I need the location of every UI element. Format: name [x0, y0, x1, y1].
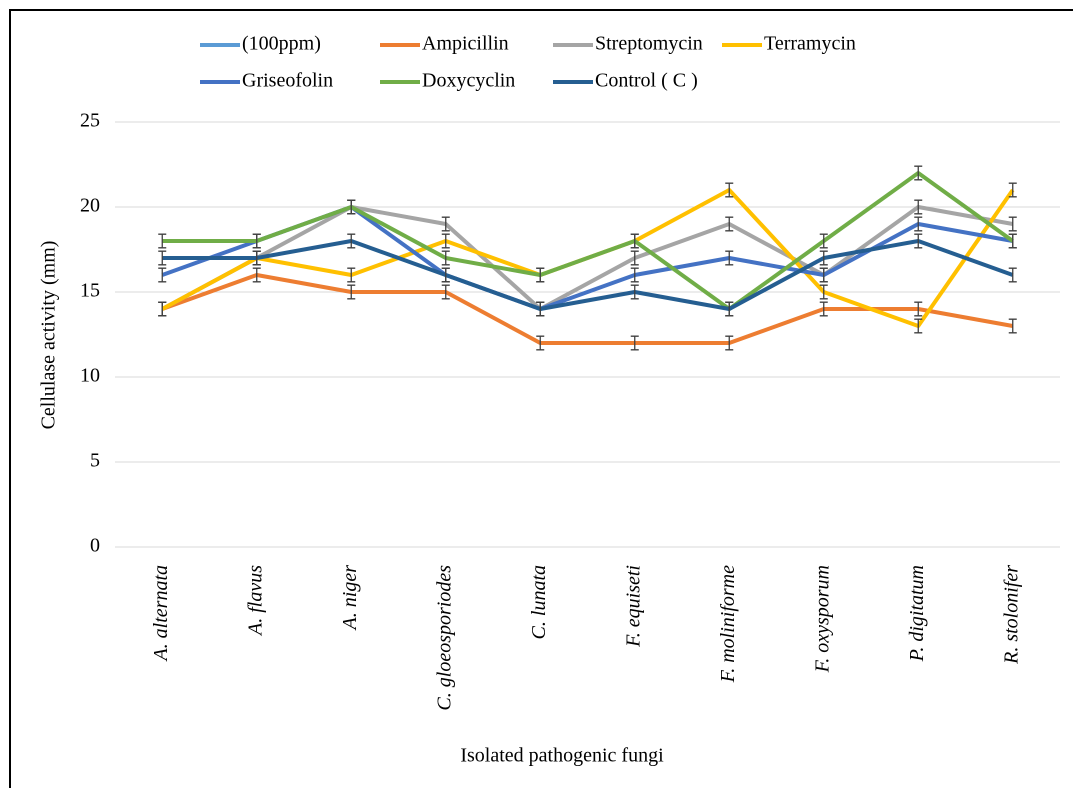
error-bar: [819, 233, 828, 249]
error-bar: [630, 267, 639, 283]
y-tick-label: 0: [90, 535, 100, 557]
legend-label: Griseofolin: [242, 70, 333, 92]
error-bar: [158, 233, 167, 249]
x-tick-label: A. alternata: [150, 565, 172, 663]
error-bar: [725, 216, 734, 232]
x-tick-label: F. moliniforme: [717, 565, 739, 684]
error-bar: [630, 250, 639, 266]
error-bar: [725, 250, 734, 266]
error-bar: [536, 335, 545, 351]
series-line: [162, 239, 1014, 311]
legend-label: Terramycin: [764, 33, 856, 55]
y-tick-label: 20: [80, 195, 100, 217]
error-bar: [252, 267, 261, 283]
legend-label: Ampicillin: [422, 33, 509, 55]
error-bar: [819, 284, 828, 300]
legend-label: (100ppm): [242, 33, 321, 55]
legend-label: Streptomycin: [595, 33, 703, 55]
error-bar: [1008, 267, 1017, 283]
x-tick-label: F. equiseti: [622, 565, 644, 648]
series-line: [161, 205, 1014, 311]
y-axis-title: Cellulase activity (mm): [38, 241, 60, 430]
error-bar: [1008, 182, 1017, 198]
error-bar: [725, 301, 734, 317]
chart-frame: [9, 9, 1073, 788]
y-tick-label: 15: [80, 280, 100, 302]
error-bar: [1008, 233, 1017, 249]
error-bar: [819, 250, 828, 266]
error-bar: [819, 301, 828, 317]
y-tick-label: 25: [80, 110, 100, 132]
x-tick-label: A. flavus: [244, 565, 266, 637]
series-line: [162, 171, 1014, 311]
x-tick-label: C. lunata: [528, 565, 550, 639]
error-bar: [158, 267, 167, 283]
error-bar: [914, 199, 923, 215]
y-tick-label: 5: [90, 450, 100, 472]
error-bar: [347, 284, 356, 300]
legend-label: Control ( C ): [595, 70, 698, 92]
error-bar: [347, 199, 356, 215]
x-tick-label: P. digitatum: [906, 565, 928, 662]
error-bar: [441, 284, 450, 300]
error-bar: [1008, 318, 1017, 334]
error-bar: [536, 301, 545, 317]
error-bar: [819, 267, 828, 283]
error-bar: [441, 216, 450, 232]
x-axis-title: Isolated pathogenic fungi: [460, 745, 664, 767]
error-bar: [441, 250, 450, 266]
error-bar: [914, 233, 923, 249]
error-bar: [914, 301, 923, 317]
error-bar: [252, 250, 261, 266]
error-bar: [725, 335, 734, 351]
legend-label: Doxycyclin: [422, 70, 515, 92]
error-bar: [914, 318, 923, 334]
error-bar: [630, 335, 639, 351]
y-tick-label: 10: [80, 365, 100, 387]
error-bar: [441, 233, 450, 249]
error-bar: [630, 284, 639, 300]
x-tick-label: R. stolonifer: [1000, 565, 1022, 665]
error-bar: [347, 267, 356, 283]
error-bar: [1008, 216, 1017, 232]
error-bar: [914, 216, 923, 232]
error-bar: [252, 233, 261, 249]
error-bar: [441, 267, 450, 283]
error-bar: [914, 165, 923, 181]
x-tick-label: A. niger: [339, 565, 361, 632]
error-bar: [536, 267, 545, 283]
error-bar: [630, 233, 639, 249]
error-bar: [158, 250, 167, 266]
x-tick-label: C. gloeosporiodes: [433, 565, 455, 711]
error-bar: [347, 233, 356, 249]
error-bar: [158, 301, 167, 317]
x-tick-label: F. oxysporum: [811, 565, 833, 673]
error-bar: [725, 182, 734, 198]
